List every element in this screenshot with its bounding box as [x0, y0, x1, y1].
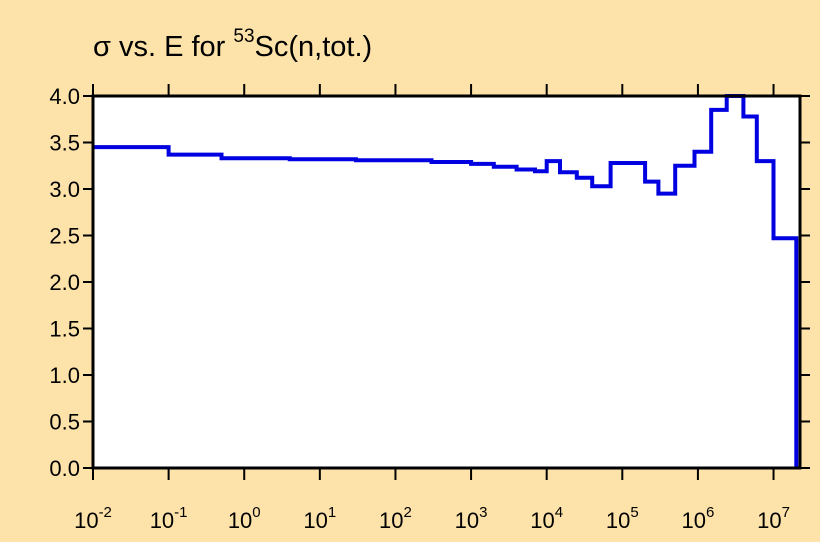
plot-area — [93, 96, 800, 468]
x-tick-labels: 10-2 10-1 100 101 102 103 104 105 106 107 — [74, 504, 790, 533]
y-tick-label: 3.5 — [49, 131, 80, 156]
x-tick-base: 10 — [379, 508, 403, 533]
x-tick-label: 10-1 — [150, 504, 188, 533]
y-tick-label: 3.0 — [49, 177, 80, 202]
title-prefix: σ vs. E for — [93, 31, 233, 63]
x-tick-label: 101 — [303, 504, 336, 533]
axis-ticks — [83, 84, 810, 480]
x-tick-base: 10 — [455, 508, 479, 533]
x-tick-base: 10 — [530, 508, 554, 533]
x-tick-exponent: -2 — [99, 504, 112, 521]
y-tick-label: 1.0 — [49, 363, 80, 388]
chart-title: σ vs. E for 53Sc(n,tot.) — [93, 26, 372, 63]
x-tick-label: 105 — [606, 504, 639, 533]
x-tick-exponent: 0 — [252, 504, 260, 521]
y-tick-label: 4.0 — [49, 84, 80, 109]
x-tick-label: 107 — [757, 504, 790, 533]
x-tick-label: 102 — [379, 504, 412, 533]
x-tick-label: 100 — [228, 504, 261, 533]
x-tick-base: 10 — [303, 508, 327, 533]
x-tick-exponent: 1 — [328, 504, 336, 521]
y-tick-label: 0.0 — [49, 456, 80, 481]
x-tick-exponent: 6 — [706, 504, 714, 521]
y-tick-label: 1.5 — [49, 317, 80, 342]
x-tick-exponent: 3 — [479, 504, 487, 521]
x-tick-label: 103 — [455, 504, 488, 533]
title-suffix: Sc(n,tot.) — [255, 31, 373, 63]
x-tick-base: 10 — [606, 508, 630, 533]
y-tick-labels: 0.0 0.5 1.0 1.5 2.0 2.5 3.0 3.5 4.0 — [49, 84, 80, 481]
y-tick-label: 2.0 — [49, 270, 80, 295]
x-tick-base: 10 — [757, 508, 781, 533]
x-tick-label: 106 — [682, 504, 715, 533]
x-tick-base: 10 — [150, 508, 174, 533]
x-tick-base: 10 — [228, 508, 252, 533]
x-tick-base: 10 — [682, 508, 706, 533]
title-superscript: 53 — [233, 26, 254, 47]
x-tick-exponent: 4 — [555, 504, 563, 521]
x-tick-label: 104 — [530, 504, 563, 533]
y-tick-label: 2.5 — [49, 224, 80, 249]
x-tick-exponent: 5 — [630, 504, 638, 521]
x-tick-exponent: 2 — [404, 504, 412, 521]
x-tick-exponent: -1 — [174, 504, 187, 521]
x-tick-base: 10 — [74, 508, 98, 533]
y-tick-label: 0.5 — [49, 410, 80, 435]
plot-frame — [91, 94, 802, 470]
x-tick-label: 10-2 — [74, 504, 112, 533]
x-tick-exponent: 7 — [782, 504, 790, 521]
